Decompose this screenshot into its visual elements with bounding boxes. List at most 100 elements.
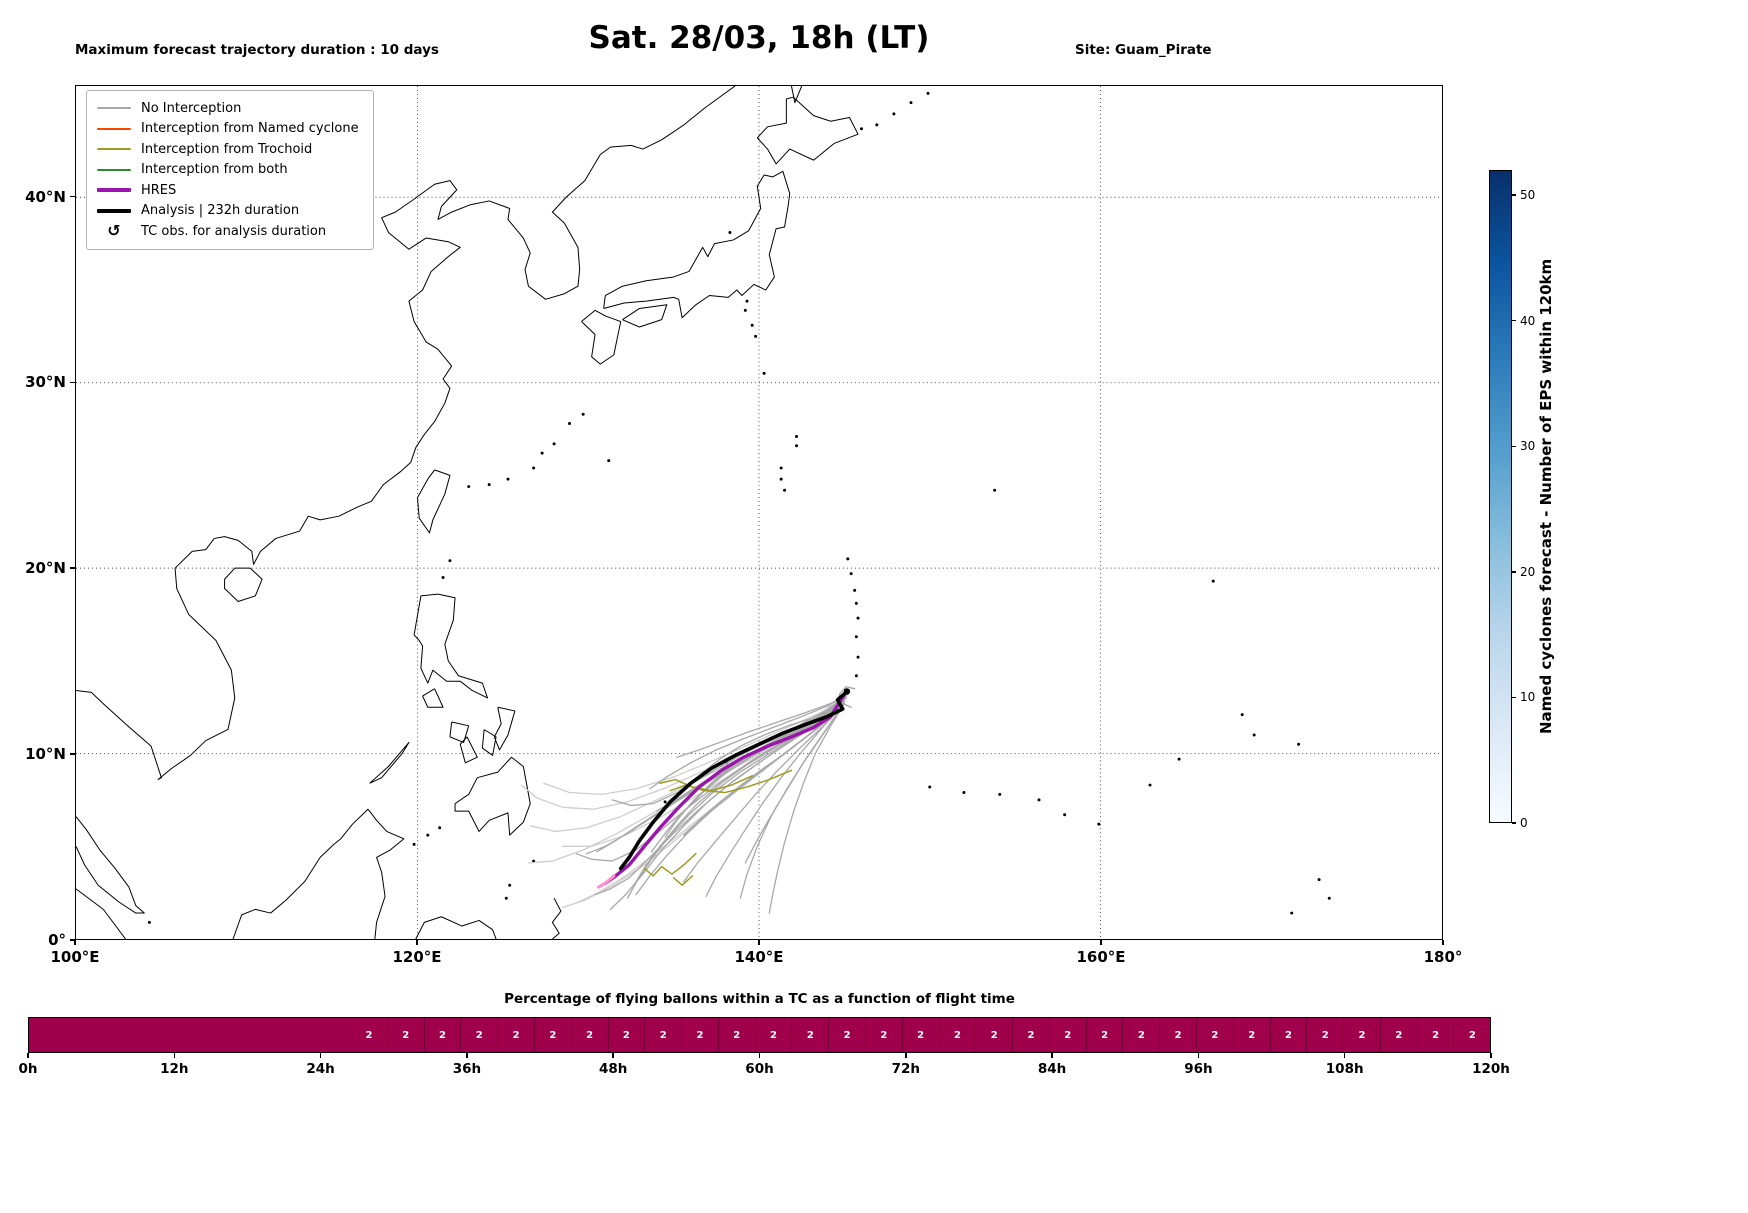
legend-item-label: Analysis | 232h duration [141,203,300,219]
flight-bar-cell: 2 [1232,1018,1270,1052]
y-tick-mark [70,753,75,755]
legend-item: Interception from both [97,160,359,181]
flight-bar-cell [315,1018,352,1052]
flight-bar-cell: 2 [351,1018,387,1052]
flight-bar-cell: 2 [1416,1018,1454,1052]
legend-item: Analysis | 232h duration [97,201,359,222]
legend-item: Interception from Trochoid [97,139,359,160]
time-tick-mark [1197,1053,1200,1058]
time-tick-label: 0h [18,1061,38,1077]
flight-bar-cell [243,1018,280,1052]
flight-bar-cell: 2 [386,1018,424,1052]
flight-bar-cell [172,1018,208,1052]
legend-item-label: TC obs. for analysis duration [141,223,327,239]
legend-item-label: Interception from Trochoid [141,141,313,157]
legend-line-swatch [97,148,131,151]
time-tick-mark [1490,1053,1492,1058]
time-tick-label: 60h [745,1061,774,1077]
flight-bar-cell: 2 [938,1018,976,1052]
legend-item: Interception from Named cyclone [97,119,359,140]
colorbar-tick-label: 30 [1520,439,1536,454]
x-tick-mark [758,940,760,945]
flight-bar-cell: 2 [570,1018,608,1052]
flight-bar-cell: 2 [864,1018,902,1052]
colorbar [1489,170,1512,823]
legend-items: No Interception Interception from Named c… [97,98,359,242]
flight-bar-cell: 2 [1085,1018,1123,1052]
time-tick-label: 96h [1184,1061,1213,1077]
y-tick-label: 30°N [25,373,66,392]
time-tick-label: 48h [598,1061,628,1077]
flight-bar-cell: 2 [1048,1018,1086,1052]
colorbar-tick-label: 10 [1520,690,1536,705]
time-tick-label: 72h [891,1061,920,1077]
y-tick-label: 0° [48,931,66,949]
legend-item: HRES [97,180,359,201]
time-tick-mark [612,1053,614,1058]
colorbar-tick-mark [1512,445,1516,447]
legend-line-swatch [97,188,131,193]
legend-item: No Interception [97,98,359,119]
legend-item-label: No Interception [141,100,242,116]
colorbar-tick-mark [1512,571,1516,573]
legend-item-label: Interception from Named cyclone [141,121,359,137]
x-tick-mark [1100,940,1102,945]
legend-line-swatch [97,208,131,213]
colorbar-tick-label: 0 [1520,816,1528,830]
time-tick-mark [758,1053,761,1058]
time-tick-label: 36h [452,1061,482,1077]
flight-bar-cell: 2 [1269,1018,1307,1052]
time-tick-label: 24h [306,1061,335,1077]
tc-obs-cyclone-icon: ↺ [107,221,121,241]
colorbar-tick-label: 20 [1520,564,1536,579]
flight-bar-cell: 2 [423,1018,461,1052]
island-dots [147,91,1331,924]
y-tick-mark [70,939,75,941]
time-tick-mark [1051,1053,1053,1058]
flight-bar-cell: 2 [1012,1018,1049,1052]
map-canvas [76,86,1442,939]
time-tick-mark [466,1053,468,1058]
time-tick-label: 120h [1472,1061,1510,1077]
legend-line-swatch [97,127,131,130]
colorbar-tick-mark [1512,822,1516,824]
x-tick-mark [1442,940,1444,945]
time-tick-label: 12h [160,1061,189,1077]
figure-title: Sat. 28/03, 18h (LT) [588,20,930,56]
launch-point-marker [843,688,851,695]
flight-bar-cell: 2 [791,1018,829,1052]
coastlines [76,86,859,939]
colorbar-tick-label: 40 [1520,313,1536,328]
flight-bar-cell: 2 [1453,1018,1491,1052]
flight-bar-cell: 2 [754,1018,792,1052]
flight-bar-cell: 2 [607,1018,645,1052]
flight-bar-cell: 2 [901,1018,939,1052]
flight-bar-cell: 2 [1159,1018,1196,1052]
flight-bar-cell: 2 [975,1018,1013,1052]
x-tick-label: 120°E [392,948,442,966]
y-tick-mark [70,567,75,570]
y-tick-label: 40°N [25,187,66,206]
time-tick-mark [905,1053,907,1058]
legend-line-swatch [97,168,131,171]
x-tick-label: 180° [1423,948,1463,966]
y-tick-mark [70,195,75,198]
balloon-trajectories [520,686,856,914]
colorbar-label: Named cyclones forecast - Number of EPS … [1537,258,1555,735]
y-tick-label: 20°N [25,559,66,578]
colorbar-tick-mark [1512,319,1516,322]
time-tick-label: 108h [1325,1061,1364,1077]
param-max-duration: Maximum forecast trajectory duration : 1… [75,42,439,58]
flight-bar-title: Percentage of flying ballons within a TC… [504,991,1015,1007]
x-tick-mark [74,940,76,945]
flight-bar-cell: 2 [644,1018,682,1052]
flight-bar-cell [29,1018,65,1052]
flight-bar-cell [64,1018,101,1052]
legend-line-swatch [97,107,131,110]
flight-bar-cell: 2 [1122,1018,1160,1052]
flight-bar-cell [279,1018,316,1052]
time-tick-mark [1343,1053,1346,1058]
y-tick-label: 10°N [25,745,66,764]
flight-bar-cell: 2 [1306,1018,1344,1052]
